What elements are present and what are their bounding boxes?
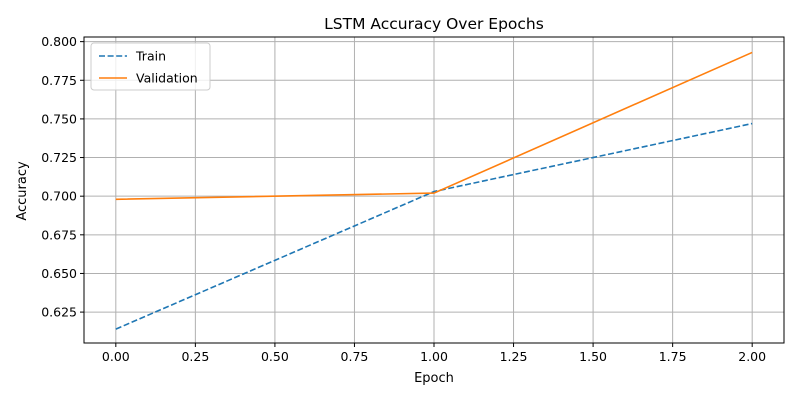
x-tick-label: 0.00 bbox=[102, 349, 130, 364]
x-tick-label: 1.75 bbox=[659, 349, 687, 364]
chart-title: LSTM Accuracy Over Epochs bbox=[324, 15, 544, 33]
series-lines bbox=[115, 51, 753, 330]
y-tick-label: 0.700 bbox=[41, 189, 77, 204]
x-tick-label: 0.25 bbox=[181, 349, 209, 364]
y-axis-ticks: 0.625 0.650 0.675 0.700 0.725 0.750 0.775 0.800 bbox=[41, 34, 84, 320]
y-axis-label: Accuracy bbox=[15, 161, 30, 221]
x-tick-label: 1.25 bbox=[500, 349, 528, 364]
x-tick-label: 0.50 bbox=[261, 349, 289, 364]
x-tick-label: 2.00 bbox=[738, 349, 766, 364]
x-axis-label: Epoch bbox=[414, 371, 454, 386]
y-tick-label: 0.775 bbox=[41, 73, 77, 88]
grid bbox=[84, 37, 784, 343]
legend-label-train: Train bbox=[135, 49, 166, 64]
y-tick-label: 0.650 bbox=[41, 266, 77, 281]
series-line-validation bbox=[115, 51, 753, 201]
series-line-train bbox=[115, 122, 753, 330]
x-tick-label: 1.50 bbox=[579, 349, 607, 364]
y-tick-label: 0.800 bbox=[41, 34, 77, 49]
x-tick-label: 0.75 bbox=[341, 349, 369, 364]
y-tick-label: 0.625 bbox=[41, 305, 77, 320]
x-axis-ticks: 0.00 0.25 0.50 0.75 1.00 1.25 1.50 1.75 2.00 bbox=[102, 343, 766, 364]
y-tick-label: 0.675 bbox=[41, 227, 77, 242]
legend: Train Validation bbox=[90, 42, 211, 91]
x-tick-label: 1.00 bbox=[420, 349, 448, 364]
y-tick-label: 0.750 bbox=[41, 111, 77, 126]
legend-label-validation: Validation bbox=[136, 71, 198, 86]
y-tick-label: 0.725 bbox=[41, 150, 77, 165]
